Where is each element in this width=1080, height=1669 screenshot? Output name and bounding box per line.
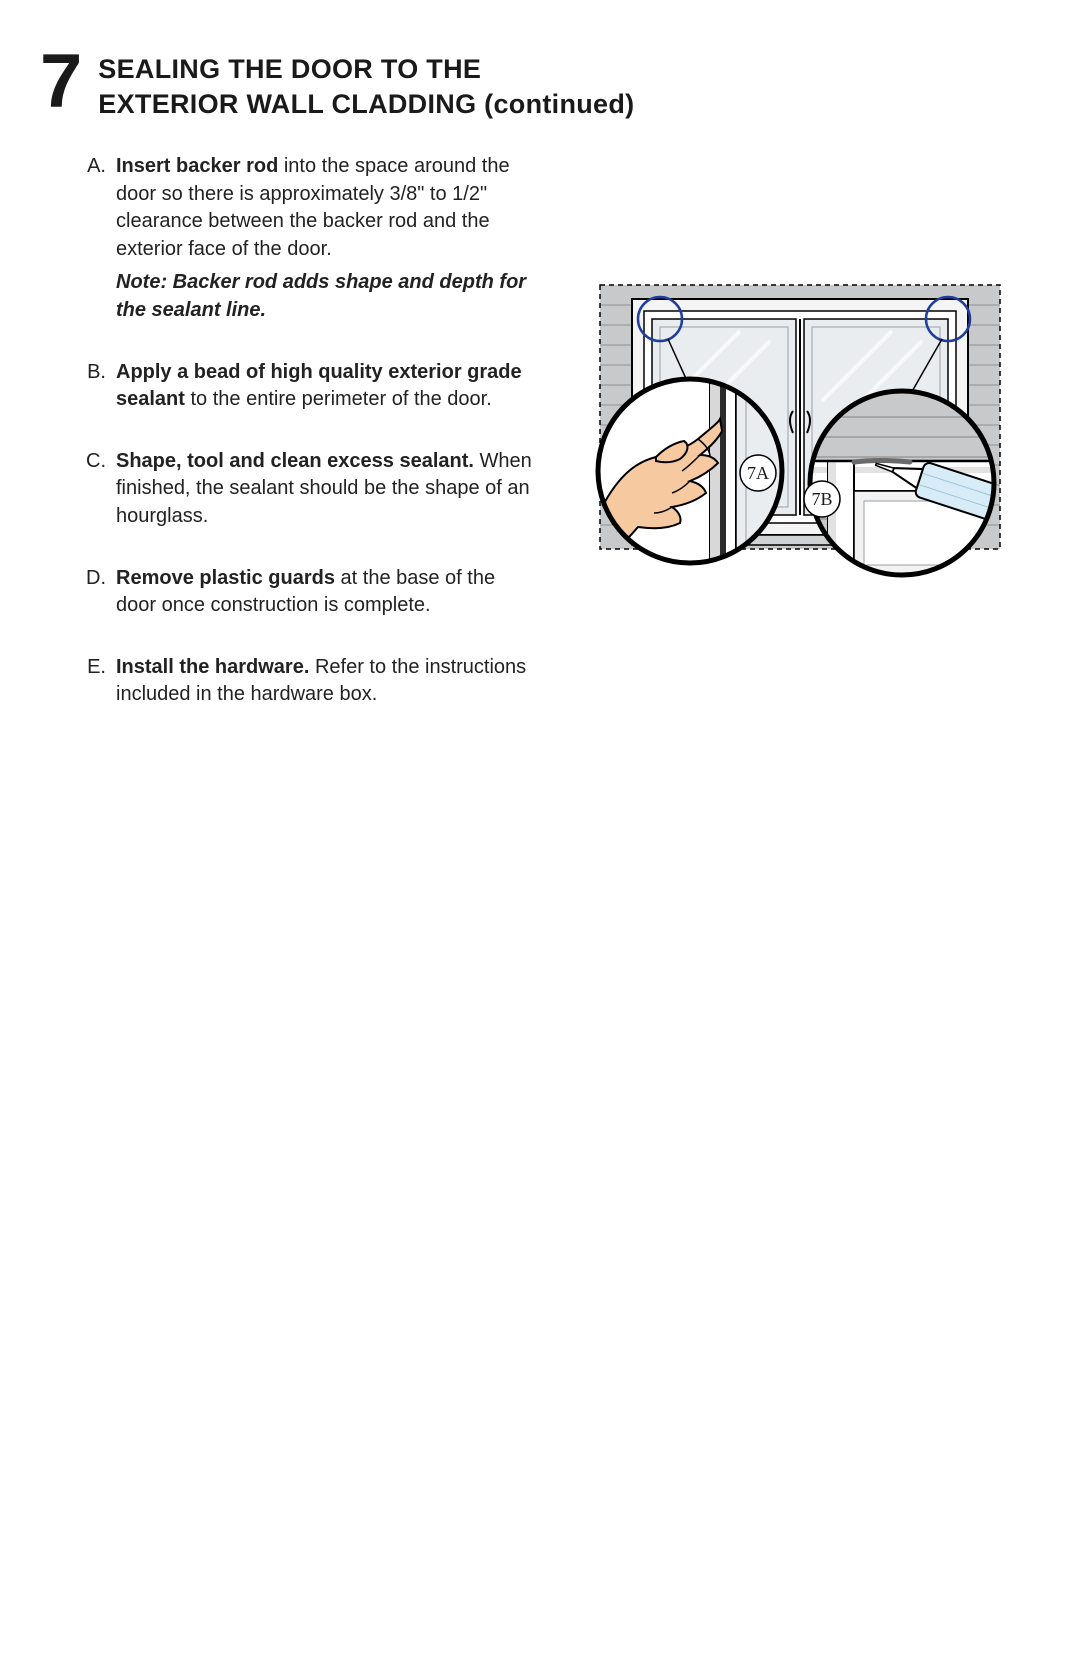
step-a: A. Insert backer rod into the space arou… xyxy=(82,153,540,325)
figure: 7A 7B xyxy=(540,153,1020,743)
step-body: Remove plastic guards at the base of the… xyxy=(116,565,540,620)
step-bold: Shape, tool and clean excess sealant. xyxy=(116,450,474,472)
step-body: Shape, tool and clean excess sealant. Wh… xyxy=(116,448,540,531)
step-d: D. Remove plastic guards at the base of … xyxy=(82,565,540,620)
step-body: Insert backer rod into the space around … xyxy=(116,153,540,325)
step-letter: E. xyxy=(82,654,106,709)
title-line-1: SEALING THE DOOR TO THE xyxy=(98,54,481,84)
page: 7 SEALING THE DOOR TO THE EXTERIOR WALL … xyxy=(0,0,1080,1669)
step-rest: to the entire perimeter of the door. xyxy=(185,388,492,410)
content-row: A. Insert backer rod into the space arou… xyxy=(60,153,1020,743)
step-e: E. Install the hardware. Refer to the in… xyxy=(82,654,540,709)
step-note: Note: Backer rod adds shape and depth fo… xyxy=(116,269,540,324)
step-body: Apply a bead of high quality exterior gr… xyxy=(116,359,540,414)
section-header: 7 SEALING THE DOOR TO THE EXTERIOR WALL … xyxy=(40,50,1020,121)
badge-7a: 7A xyxy=(740,455,776,491)
step-number: 7 xyxy=(40,50,80,115)
step-c: C. Shape, tool and clean excess sealant.… xyxy=(82,448,540,531)
step-letter: B. xyxy=(82,359,106,414)
section-title: SEALING THE DOOR TO THE EXTERIOR WALL CL… xyxy=(98,50,634,121)
step-b: B. Apply a bead of high quality exterior… xyxy=(82,359,540,414)
badge-7b-label: 7B xyxy=(811,489,832,509)
step-body: Install the hardware. Refer to the instr… xyxy=(116,654,540,709)
step-bold: Install the hardware. xyxy=(116,656,309,678)
step-bold: Insert backer rod xyxy=(116,155,278,177)
door-diagram: 7A 7B xyxy=(560,261,1030,621)
title-line-2: EXTERIOR WALL CLADDING (continued) xyxy=(98,89,634,119)
step-bold: Remove plastic guards xyxy=(116,567,335,589)
badge-7a-label: 7A xyxy=(747,463,769,483)
step-letter: C. xyxy=(82,448,106,531)
steps-list: A. Insert backer rod into the space arou… xyxy=(60,153,540,743)
badge-7b: 7B xyxy=(804,481,840,517)
step-letter: A. xyxy=(82,153,106,325)
step-letter: D. xyxy=(82,565,106,620)
